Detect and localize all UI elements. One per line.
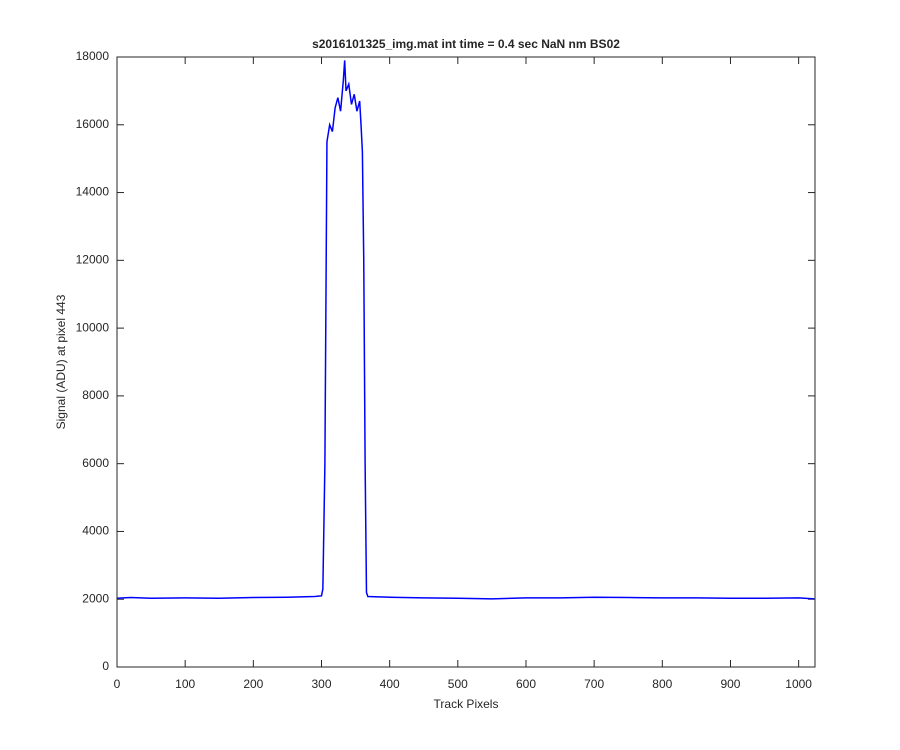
x-tick-label: 300 xyxy=(311,677,331,691)
x-tick-label: 600 xyxy=(516,677,536,691)
x-tick-label: 700 xyxy=(584,677,604,691)
chart-title: s2016101325_img.mat int time = 0.4 sec N… xyxy=(312,37,620,51)
x-tick-label: 500 xyxy=(448,677,468,691)
x-tick-label: 400 xyxy=(380,677,400,691)
y-tick-label: 18000 xyxy=(76,49,110,63)
x-tick-label: 100 xyxy=(175,677,195,691)
y-tick-label: 8000 xyxy=(82,388,109,402)
y-tick-label: 14000 xyxy=(76,185,110,199)
x-tick-label: 900 xyxy=(720,677,740,691)
y-axis-label: Signal (ADU) at pixel 443 xyxy=(54,294,68,429)
x-tick-label: 800 xyxy=(652,677,672,691)
x-tick-label: 1000 xyxy=(785,677,812,691)
y-tick-label: 16000 xyxy=(76,117,110,131)
x-tick-label: 200 xyxy=(243,677,263,691)
y-tick-label: 10000 xyxy=(76,320,110,334)
x-axis-label: Track Pixels xyxy=(434,697,499,711)
y-tick-label: 4000 xyxy=(82,524,109,538)
y-tick-label: 0 xyxy=(102,659,109,673)
y-tick-label: 12000 xyxy=(76,253,110,267)
x-tick-label: 0 xyxy=(114,677,121,691)
plot-area xyxy=(116,56,816,668)
data-line xyxy=(116,60,815,600)
y-tick-label: 2000 xyxy=(82,591,109,605)
y-tick-label: 6000 xyxy=(82,456,109,470)
